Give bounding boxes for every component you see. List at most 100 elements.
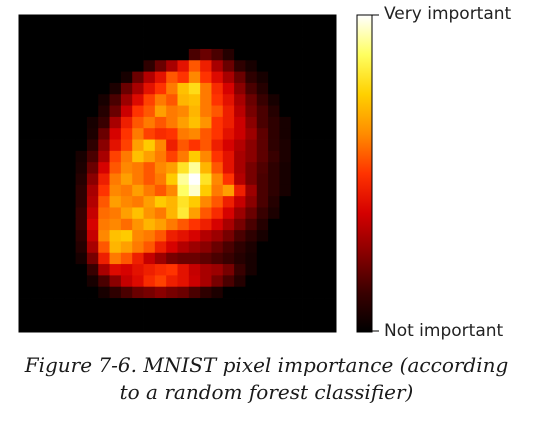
heatmap-cell [166,309,178,322]
heatmap-cell [268,116,280,129]
heatmap-cell [324,207,337,220]
heatmap-cell [268,128,280,140]
heatmap-cell [211,320,224,333]
heatmap-cell [86,320,99,333]
heatmap-cell [324,116,337,129]
heatmap-cell [188,94,201,106]
heatmap-cell [86,128,99,140]
heatmap-cell [19,162,31,174]
heatmap-cell [222,264,235,276]
heatmap-cell [86,218,99,231]
heatmap-cell [64,320,77,333]
heatmap-cell [64,286,77,299]
heatmap-cell [313,184,326,197]
heatmap-cell [313,162,326,174]
heatmap-cell [86,207,99,220]
heatmap-cell [256,71,269,84]
heatmap-cell [245,71,258,84]
heatmap-cell [200,139,212,152]
heatmap-cell [41,15,54,27]
heatmap-cell [245,286,258,299]
heatmap-cell [302,264,314,276]
heatmap-cell [279,298,292,310]
heatmap-cell [30,82,43,95]
heatmap-cell [177,128,190,140]
heatmap-cell [245,116,258,129]
heatmap-cell [302,275,314,288]
heatmap-cell [234,286,246,299]
heatmap-cell [188,150,201,163]
heatmap-cell [245,60,258,73]
heatmap-cell [188,207,201,220]
heatmap-cell [234,15,246,27]
heatmap-cell [30,275,43,288]
heatmap-cell [154,252,167,265]
heatmap-cell [19,60,31,73]
heatmap-cell [256,139,269,152]
heatmap-cell [132,15,144,27]
heatmap-cell [154,264,167,276]
heatmap-cell [166,320,178,333]
heatmap-cell [200,94,212,106]
heatmap-cell [41,105,54,118]
heatmap-cell [222,162,235,174]
heatmap-cell [234,60,246,73]
heatmap-cell [324,26,337,39]
heatmap-cell [86,173,99,186]
heatmap-cell [234,26,246,39]
heatmap-cell [120,320,133,333]
heatmap-cell [302,162,314,174]
heatmap-cell [75,196,88,208]
heatmap-cell [234,241,246,254]
heatmap-cell [256,196,269,208]
heatmap-cell [245,309,258,322]
heatmap-cell [109,162,122,174]
heatmap-cell [222,60,235,73]
heatmap-cell [132,230,144,242]
heatmap-cell [109,230,122,242]
heatmap-cell [211,196,224,208]
heatmap-cell [211,207,224,220]
heatmap-cell [30,173,43,186]
heatmap-cell [313,264,326,276]
heatmap-cell [279,320,292,333]
heatmap-cell [234,139,246,152]
heatmap-cell [279,60,292,73]
heatmap-cell [211,286,224,299]
heatmap-cell [75,230,88,242]
heatmap-cell [222,196,235,208]
heatmap-cell [234,184,246,197]
heatmap-cell [245,275,258,288]
heatmap-cell [245,162,258,174]
heatmap-cell [279,105,292,118]
heatmap-cell [86,105,99,118]
heatmap-cell [177,184,190,197]
heatmap-cell [166,173,178,186]
heatmap-cell [234,37,246,50]
heatmap-cell [75,252,88,265]
heatmap-cell [154,48,167,61]
heatmap-cell [52,173,65,186]
heatmap-cell [222,320,235,333]
heatmap-cell [143,162,156,174]
heatmap-cell [98,275,110,288]
heatmap-cell [268,150,280,163]
heatmap-cell [154,320,167,333]
heatmap-cell [302,15,314,27]
heatmap-cell [41,196,54,208]
heatmap-cell [154,26,167,39]
heatmap-cell [302,218,314,231]
heatmap-cell [302,252,314,265]
heatmap-cell [41,184,54,197]
heatmap-cell [98,71,110,84]
heatmap-cell [132,173,144,186]
heatmap-cell [313,218,326,231]
heatmap-cell [41,82,54,95]
heatmap-cell [52,298,65,310]
heatmap-cell [120,298,133,310]
heatmap-cell [290,309,303,322]
heatmap-cell [279,252,292,265]
heatmap-cell [120,26,133,39]
heatmap-cell [279,309,292,322]
heatmap-cell [41,48,54,61]
